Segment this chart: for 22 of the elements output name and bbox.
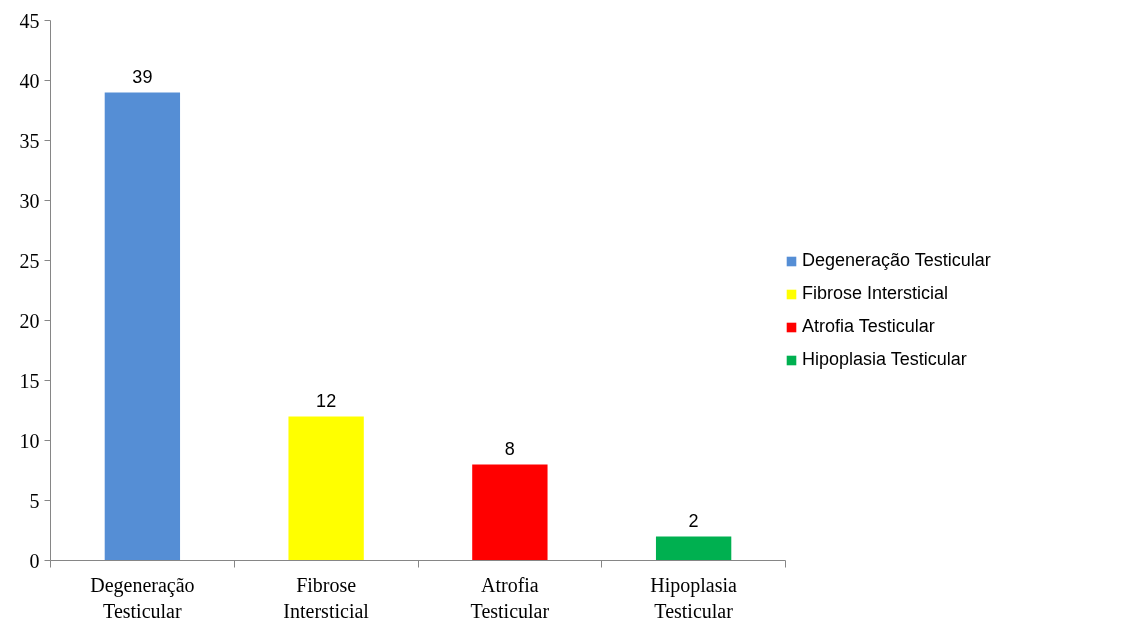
x-tick-label: Atrofia Testicular — [470, 573, 550, 622]
y-tick-label: 25 — [19, 249, 40, 272]
y-tick-label: 40 — [19, 69, 40, 92]
legend-label: Degeneração Testicular — [802, 250, 991, 271]
data-label: 39 — [132, 66, 153, 87]
y-tick-label: 0 — [29, 549, 40, 572]
x-tick-label: Hipoplasia Testicular — [650, 573, 738, 622]
data-label: 2 — [688, 510, 699, 531]
data-label: 8 — [504, 438, 515, 459]
data-label: 12 — [316, 390, 337, 411]
legend-label: Atrofia Testicular — [802, 316, 935, 337]
legend-label: Fibrose Intersticial — [802, 283, 949, 304]
y-tick-label: 15 — [19, 369, 40, 392]
y-tick-label: 45 — [19, 9, 40, 32]
x-tick-label: Degeneração Testicular — [90, 573, 195, 622]
y-tick-label: 35 — [19, 129, 40, 152]
y-tick-label: 20 — [19, 309, 40, 332]
y-tick-label: 10 — [19, 429, 40, 452]
legend-label: Hipoplasia Testicular — [802, 349, 967, 370]
x-tick-label: Fibrose Intersticial — [283, 573, 370, 622]
y-tick-label: 30 — [19, 189, 40, 212]
y-tick-label: 5 — [29, 489, 40, 512]
